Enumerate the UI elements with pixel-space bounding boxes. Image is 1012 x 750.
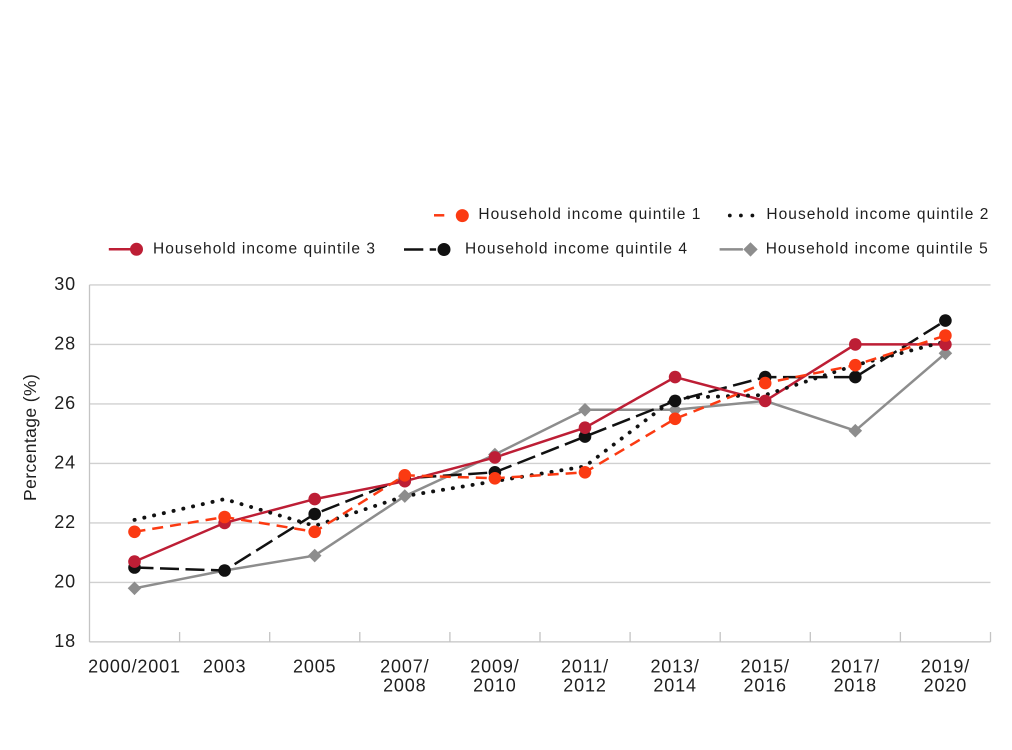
svg-text:22: 22 [54, 512, 76, 532]
svg-text:28: 28 [54, 333, 76, 353]
svg-text:Household income quintile 1: Household income quintile 1 [478, 206, 701, 223]
svg-text:2013/: 2013/ [650, 656, 699, 676]
svg-text:2017/: 2017/ [831, 656, 880, 676]
svg-text:24: 24 [54, 452, 76, 472]
svg-text:Household income quintile 4: Household income quintile 4 [465, 240, 688, 257]
svg-text:Household income quintile 5: Household income quintile 5 [766, 240, 989, 257]
svg-text:2018: 2018 [834, 676, 877, 696]
svg-text:2007/: 2007/ [380, 656, 429, 676]
svg-text:2010: 2010 [473, 676, 516, 696]
svg-text:2009/: 2009/ [470, 656, 519, 676]
svg-text:Household income quintile 3: Household income quintile 3 [153, 240, 376, 257]
svg-text:Percentage (%): Percentage (%) [20, 374, 40, 501]
svg-text:2019/: 2019/ [921, 656, 970, 676]
svg-text:30: 30 [54, 274, 76, 294]
svg-text:2020: 2020 [924, 676, 967, 696]
svg-text:2012: 2012 [563, 676, 606, 696]
svg-text:Household income quintile 2: Household income quintile 2 [766, 206, 989, 223]
svg-text:20: 20 [54, 571, 76, 591]
svg-text:2003: 2003 [203, 656, 246, 676]
svg-text:2014: 2014 [653, 676, 696, 696]
svg-text:2016: 2016 [743, 676, 786, 696]
svg-text:2005: 2005 [293, 656, 336, 676]
svg-text:2008: 2008 [383, 676, 426, 696]
svg-text:18: 18 [54, 631, 76, 651]
svg-text:2015/: 2015/ [741, 656, 790, 676]
svg-text:26: 26 [54, 393, 76, 413]
svg-text:2000/2001: 2000/2001 [88, 656, 181, 676]
svg-text:2011/: 2011/ [561, 656, 609, 676]
